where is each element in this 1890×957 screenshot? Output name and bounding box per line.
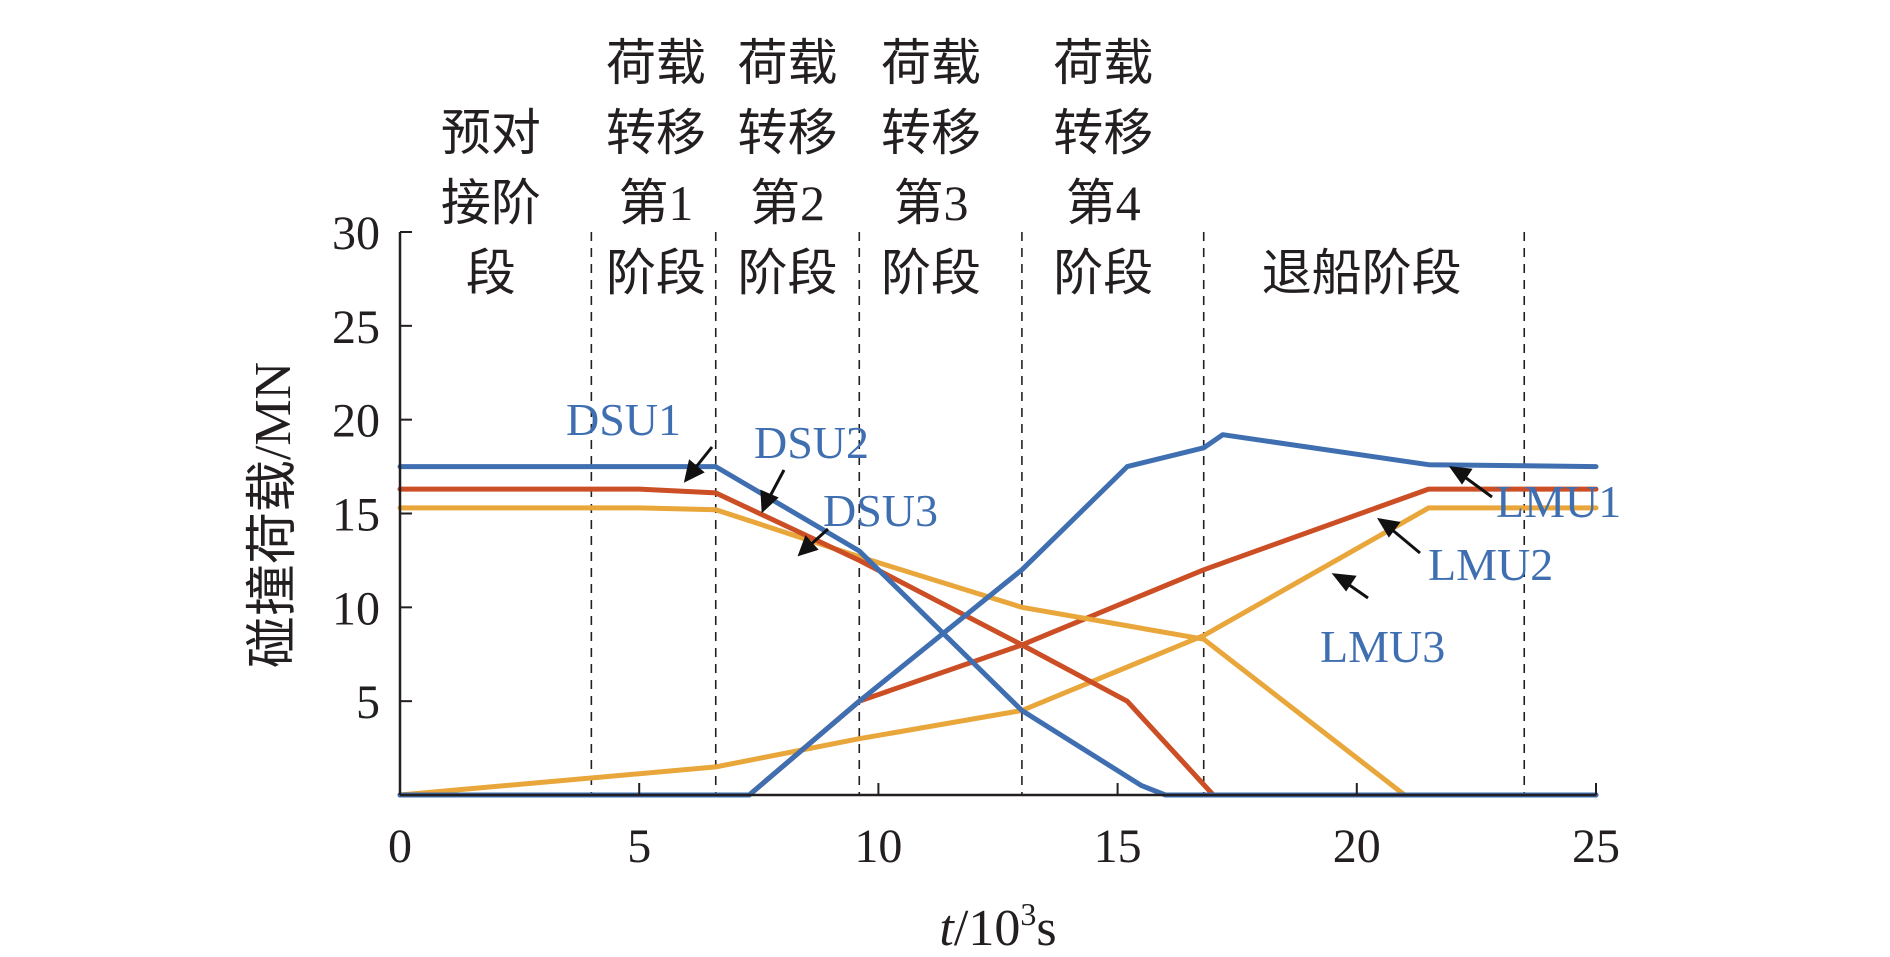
phase-label-line: 预对 — [441, 105, 541, 161]
phase-label-line: 第3 — [894, 175, 969, 231]
phase-label-line: 第1 — [618, 175, 693, 231]
dsu1-arrow-head — [683, 459, 705, 483]
phase-label-line: 荷载 — [738, 35, 838, 91]
phase-label-line: 接阶 — [441, 175, 541, 231]
phase-label-line: 第4 — [1066, 175, 1141, 231]
lmu2-arrow-head — [1377, 517, 1401, 538]
x-tick-label: 0 — [388, 820, 412, 873]
series-line-dsu1 — [397, 464, 1599, 798]
series-line-lmu1 — [397, 432, 1599, 798]
x-axis-title-var: t — [939, 900, 955, 957]
x-axis-title-exp: 3 — [1020, 896, 1036, 932]
lmu2-arrow — [1389, 526, 1421, 555]
x-axis-title: t/103s — [939, 896, 1056, 957]
series-annotations: DSU1 DSU2 DSU3 LMU1 LMU2 LMU3 — [566, 394, 1621, 672]
phase-label-line: 阶段 — [881, 245, 981, 301]
lmu3-arrow-head — [1331, 573, 1357, 592]
lmu3-label: LMU3 — [1320, 621, 1445, 672]
x-tick-label: 10 — [854, 820, 902, 873]
y-tick-label: 5 — [356, 676, 380, 729]
y-tick-label: 25 — [332, 301, 380, 354]
series-lines — [397, 432, 1599, 798]
phase-label-line: 荷载 — [1053, 35, 1153, 91]
lmu1-arrow-head — [1448, 466, 1473, 485]
y-tick-label: 20 — [332, 395, 380, 448]
phase-label-line: 荷载 — [606, 35, 706, 91]
y-axis-title: 碰撞荷载/MN — [245, 362, 302, 668]
series-line-dsu2 — [397, 486, 1599, 798]
phase-label-line: 转移 — [881, 105, 981, 161]
dsu1-label: DSU1 — [566, 394, 681, 445]
phase-label-line: 转移 — [1053, 105, 1153, 161]
lmu1-arrow — [1461, 473, 1493, 499]
dsu3-arrow-head — [797, 535, 819, 557]
phase-label-line: 第2 — [750, 175, 825, 231]
phase-label-line: 阶段 — [738, 245, 838, 301]
dsu2-arrow-head — [760, 489, 779, 514]
x-tick-label: 5 — [627, 820, 651, 873]
dsu3-label: DSU3 — [823, 485, 938, 536]
phase-label-line: 转移 — [738, 105, 838, 161]
x-tick-label: 15 — [1094, 820, 1142, 873]
lmu1-label: LMU1 — [1496, 476, 1621, 527]
axis-ticks: 0 5 10 15 20 25 5 10 15 20 25 30 — [332, 207, 1620, 873]
series-line-dsu3 — [397, 505, 1599, 798]
y-tick-label: 30 — [332, 207, 380, 260]
y-tick-label: 10 — [332, 582, 380, 635]
annotation-arrows — [683, 446, 1493, 600]
x-axis-title-unit: s — [1036, 900, 1056, 957]
phase-label-line: 荷载 — [881, 35, 981, 91]
x-axis-title-base: /10 — [954, 900, 1020, 957]
phase-label-line: 阶段 — [1053, 245, 1153, 301]
phase-label-line: 转移 — [606, 105, 706, 161]
x-tick-label: 20 — [1333, 820, 1381, 873]
phase-label-line: 段 — [466, 245, 516, 301]
phase-label-line: 退船阶段 — [1262, 245, 1462, 301]
phase-label-line: 阶段 — [606, 245, 706, 301]
lmu2-label: LMU2 — [1428, 539, 1553, 590]
dsu2-label: DSU2 — [754, 417, 869, 468]
x-tick-label: 25 — [1572, 820, 1620, 873]
y-tick-label: 15 — [332, 489, 380, 542]
